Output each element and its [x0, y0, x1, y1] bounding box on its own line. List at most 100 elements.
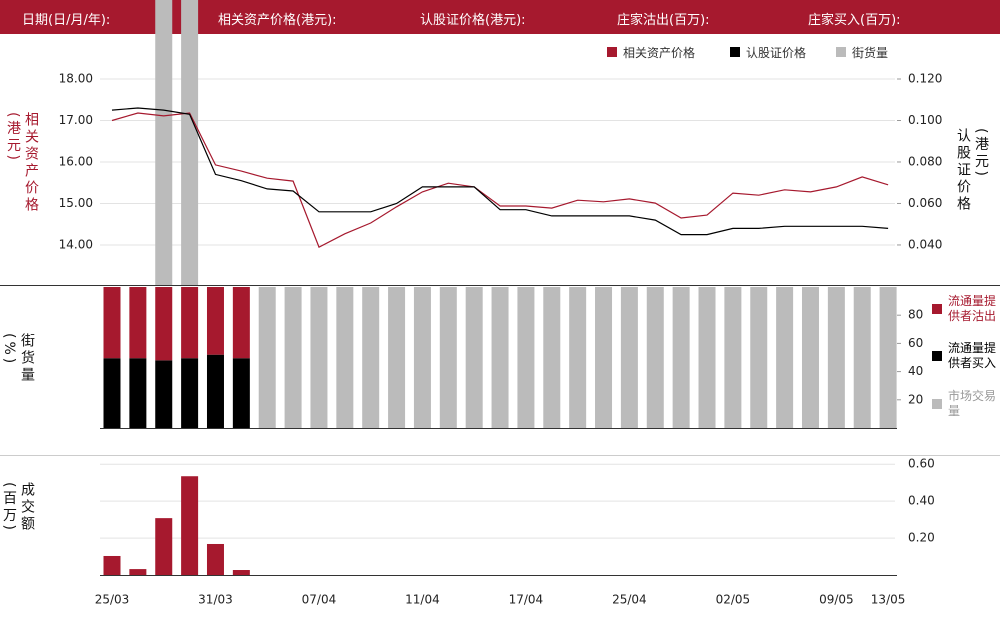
- legend-swatch: [730, 47, 740, 57]
- tick-label: 0.060: [908, 196, 942, 210]
- x-tick-label: 09/05: [819, 593, 854, 607]
- bar: [206, 287, 224, 355]
- legend-swatch: [932, 399, 942, 409]
- header-field: 相关资产价格(港元):: [218, 13, 337, 28]
- legend-swatch: [607, 47, 617, 57]
- bar: [646, 287, 664, 428]
- bar: [439, 287, 457, 428]
- tick-label: 0.60: [908, 457, 935, 471]
- bar: [206, 354, 224, 428]
- header-field: 庄家沽出(百万):: [617, 13, 710, 28]
- tick-label: 0.100: [908, 113, 942, 127]
- tick-label: 0.040: [908, 237, 942, 251]
- legend-label: 相关资产价格: [623, 46, 696, 60]
- bar: [362, 287, 380, 428]
- tick-label: 0.120: [908, 72, 942, 86]
- bar: [232, 287, 250, 359]
- legend-item: 街货量: [836, 44, 888, 61]
- x-tick-label: 25/03: [95, 593, 130, 607]
- bar: [232, 570, 250, 575]
- bar: [620, 287, 638, 428]
- legend-item: 相关资产价格: [607, 44, 695, 61]
- tick-label: 17.00: [59, 113, 93, 127]
- bar: [724, 287, 742, 428]
- legend-swatch: [932, 351, 942, 361]
- legend-label: 流通量提供者买入: [948, 341, 997, 370]
- tick-label: 18.00: [59, 72, 93, 86]
- header-field: 认股证价格(港元):: [420, 13, 526, 28]
- tick-label: 0.20: [908, 531, 935, 545]
- y-axis-label: 街货量(%): [1, 333, 35, 384]
- bar: [155, 0, 173, 285]
- bar: [155, 360, 173, 428]
- bar: [155, 287, 173, 361]
- x-tick-label: 07/04: [302, 593, 337, 607]
- line: [111, 107, 889, 236]
- bar: [258, 287, 276, 428]
- x-tick-label: 17/04: [509, 593, 544, 607]
- bar: [801, 287, 819, 428]
- legend-label: 街货量: [852, 46, 889, 60]
- bar: [155, 518, 173, 575]
- bar: [181, 287, 199, 359]
- bar: [776, 287, 794, 428]
- tick-label: 16.00: [59, 154, 93, 168]
- bar: [103, 358, 121, 428]
- bar: [543, 287, 561, 428]
- bar: [232, 358, 250, 428]
- bar: [698, 287, 716, 428]
- bar: [491, 287, 509, 428]
- y2-axis-label: 认股证价格(港元): [955, 128, 989, 213]
- bar: [206, 543, 224, 575]
- tick-label: 0.080: [908, 154, 942, 168]
- legend-swatch: [932, 304, 942, 314]
- bar: [103, 287, 121, 359]
- bar: [750, 287, 768, 428]
- x-tick-label: 31/03: [198, 593, 233, 607]
- legend-item: 市场交易量: [932, 389, 1000, 419]
- tick-label: 40: [908, 364, 923, 378]
- header-field: 日期(日/月/年):: [22, 13, 111, 28]
- x-tick-label: 02/05: [716, 593, 751, 607]
- bar: [310, 287, 328, 428]
- bar: [181, 358, 199, 428]
- tick-label: 20: [908, 392, 923, 406]
- legend-item: 流通量提供者买入: [932, 341, 1000, 371]
- bar: [827, 287, 845, 428]
- legend-label: 市场交易量: [948, 389, 997, 418]
- bar: [388, 287, 406, 428]
- line: [111, 112, 889, 248]
- bar: [595, 287, 613, 428]
- bar: [284, 287, 302, 428]
- bar: [879, 287, 897, 428]
- legend-label: 认股证价格: [746, 46, 807, 60]
- bar: [129, 358, 147, 428]
- bar: [465, 287, 483, 428]
- bar: [103, 555, 121, 575]
- bar: [517, 287, 535, 428]
- legend-item: 认股证价格: [730, 44, 806, 61]
- y-axis-label: 成交额(百万): [1, 482, 35, 533]
- tick-label: 60: [908, 336, 923, 350]
- x-tick-label: 11/04: [405, 593, 440, 607]
- y-axis-label: 相关资产价格(港元): [5, 112, 39, 214]
- tick-label: 80: [908, 308, 923, 322]
- bar: [181, 476, 199, 575]
- legend-swatch: [836, 47, 846, 57]
- bar: [672, 287, 690, 428]
- bar: [336, 287, 354, 428]
- bar: [129, 287, 147, 359]
- tick-label: 0.40: [908, 494, 935, 508]
- bar: [569, 287, 587, 428]
- bar: [413, 287, 431, 428]
- tick-label: 14.00: [59, 237, 93, 251]
- legend-label: 流通量提供者沽出: [948, 294, 997, 323]
- legend-item: 流通量提供者沽出: [932, 294, 1000, 324]
- bar: [129, 569, 147, 575]
- tick-label: 15.00: [59, 196, 93, 210]
- x-tick-label: 13/05: [871, 593, 906, 607]
- header-field: 庄家买入(百万):: [808, 13, 901, 28]
- x-tick-label: 25/04: [612, 593, 647, 607]
- bar: [181, 0, 199, 285]
